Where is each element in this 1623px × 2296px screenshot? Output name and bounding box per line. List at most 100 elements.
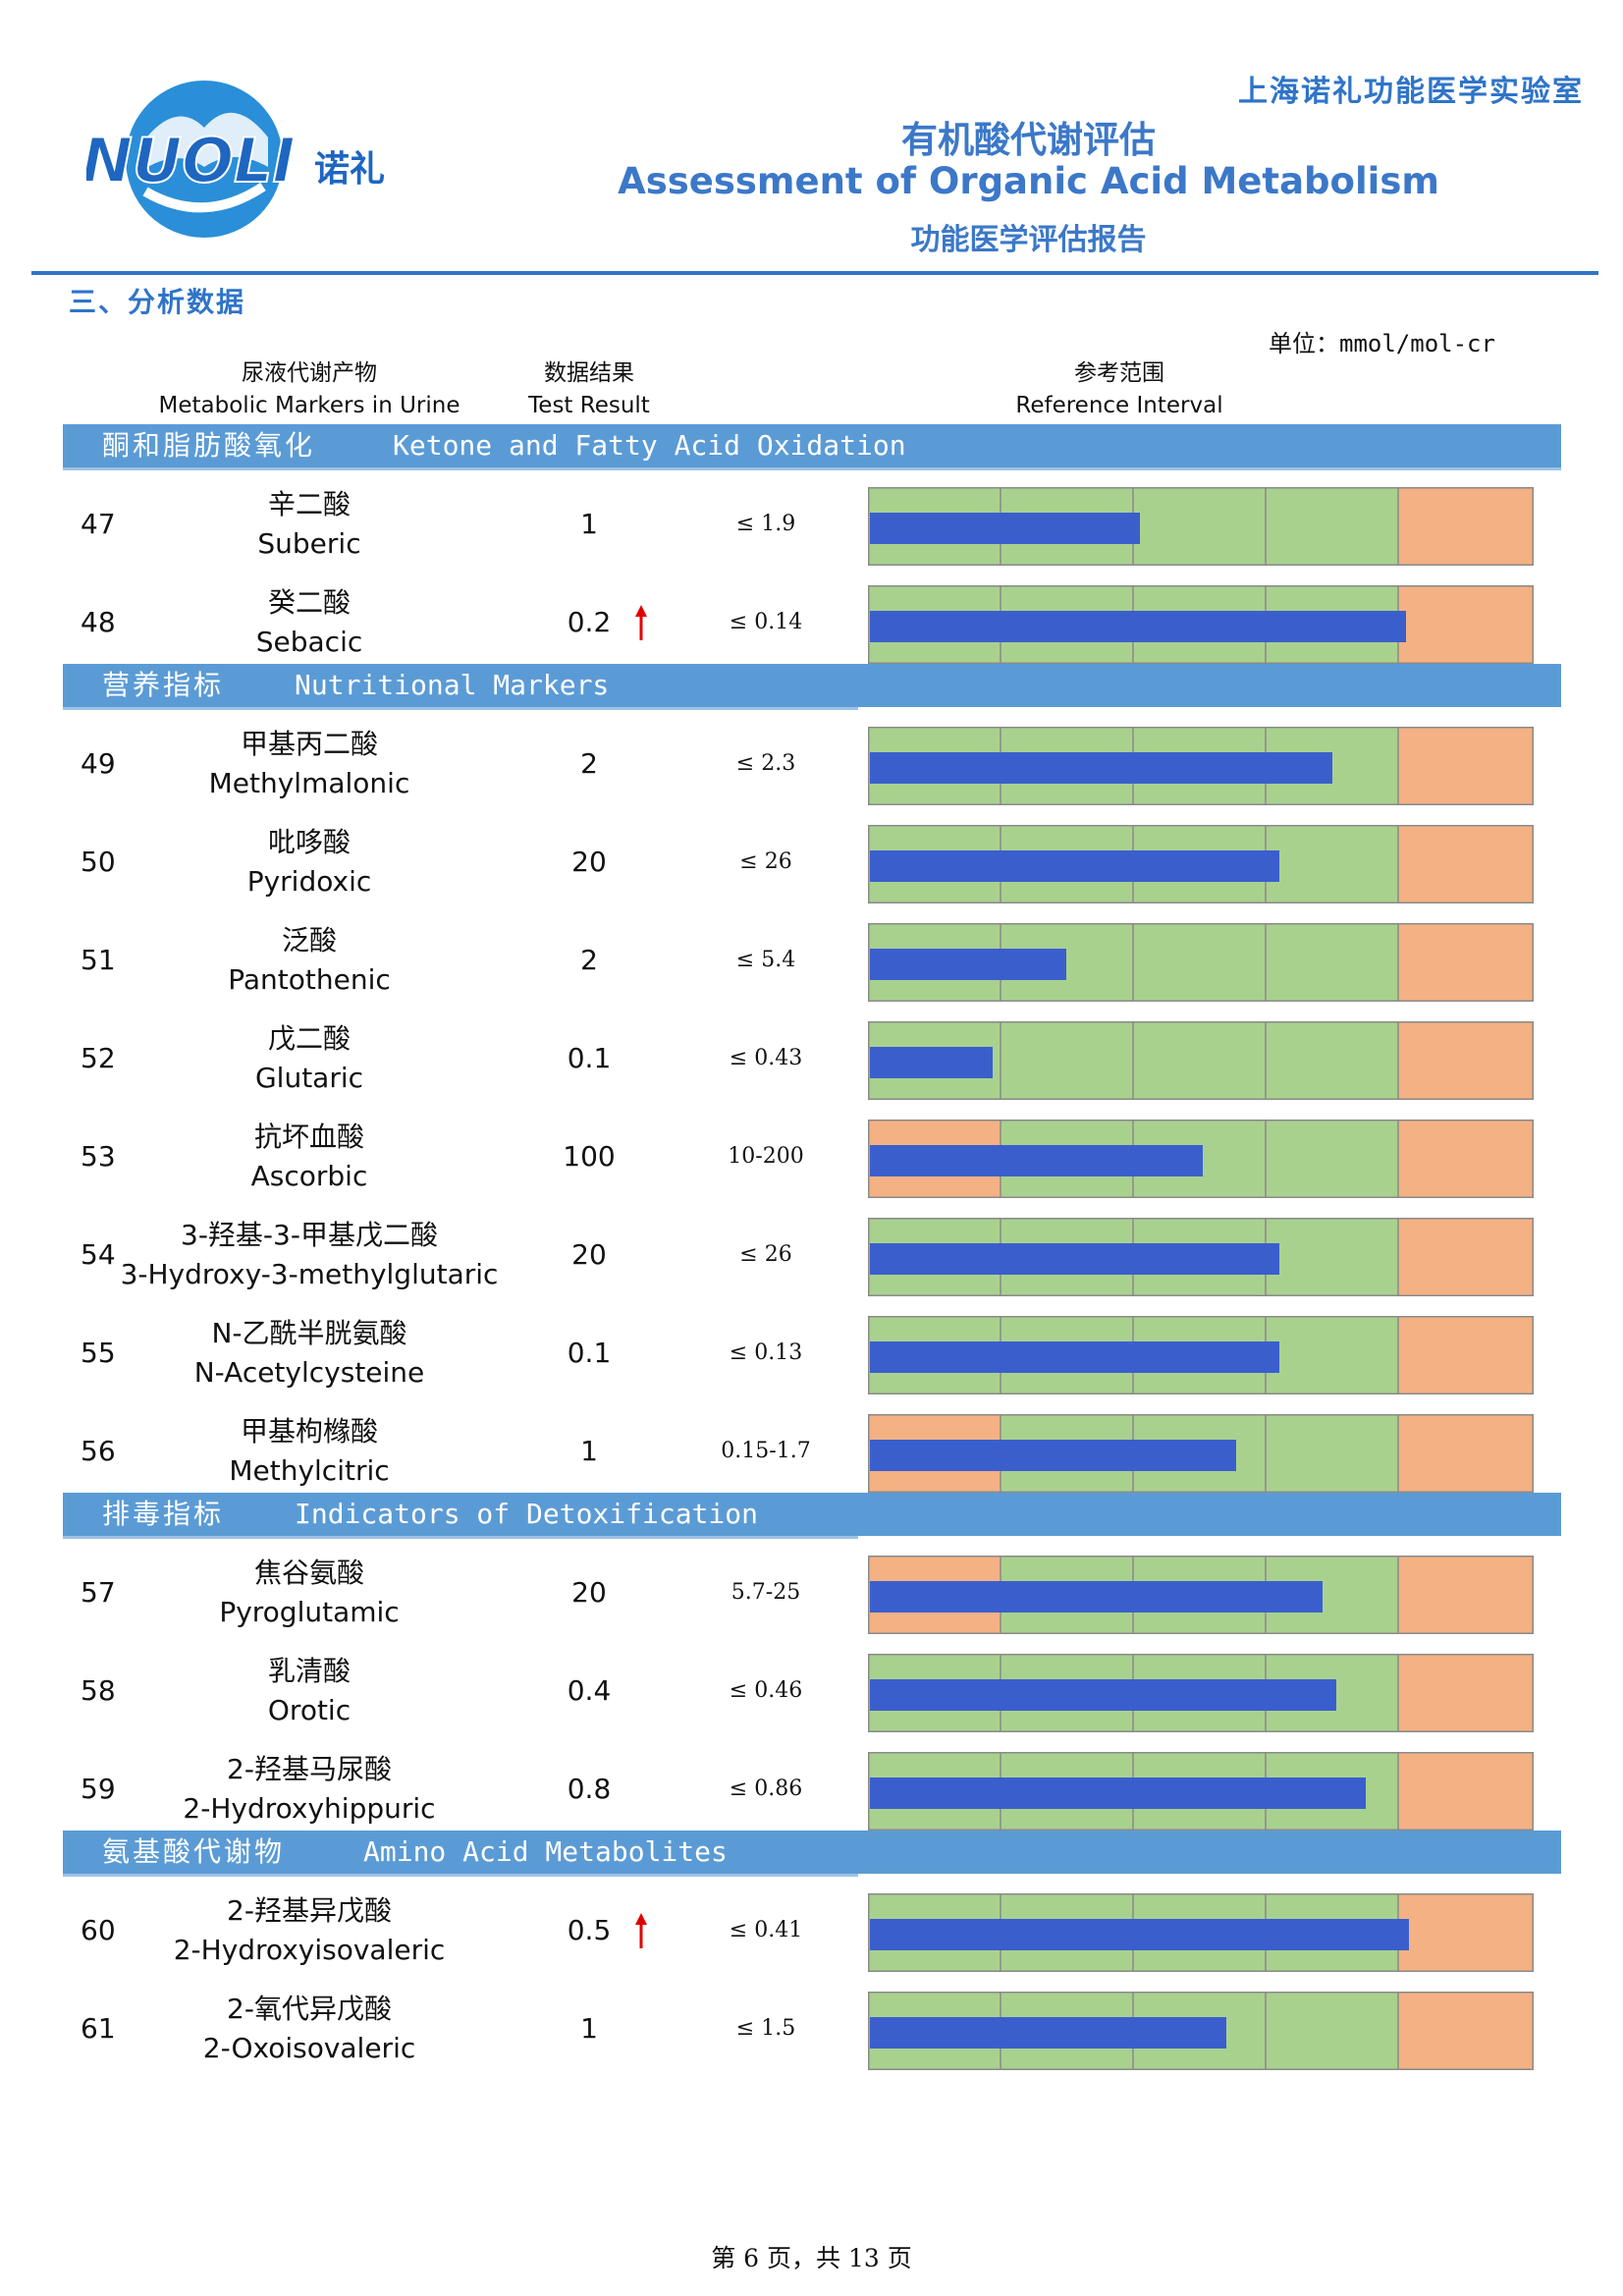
high-zone (1398, 1654, 1534, 1732)
reference-chart (868, 1893, 1534, 1972)
high-zone (1398, 727, 1534, 805)
column-header-marker-en: Metabolic Markers in Urine (158, 393, 460, 418)
result-bar (870, 1777, 1366, 1809)
table-row: 48 癸二酸 Sebacic 0.2 ≤ 0.14 (0, 574, 1623, 672)
high-arrow-icon (635, 605, 647, 640)
marker-name-en: 3-Hydroxy-3-methylglutaric (120, 1258, 499, 1290)
result-bar (870, 1243, 1279, 1275)
reference-interval: ≤ 0.14 (729, 610, 803, 634)
chart-border (868, 923, 1534, 1002)
reference-chart (868, 923, 1534, 1002)
test-result: 20 (571, 1238, 607, 1271)
marker-name-en: Ascorbic (250, 1160, 368, 1192)
reference-chart (868, 1992, 1534, 2070)
result-bar (870, 1679, 1336, 1711)
table-row: 51 泛酸 Pantothenic 2 ≤ 5.4 (0, 911, 1623, 1010)
chart-border (868, 1654, 1534, 1732)
category-bar: 排毒指标 Indicators of Detoxification (63, 1493, 1561, 1539)
marker-name: 戊二酸 Glutaric (108, 1019, 511, 1098)
chart-border (868, 1414, 1534, 1493)
result-bar (870, 1341, 1279, 1373)
reference-interval: 5.7-25 (730, 1580, 801, 1605)
result-bar (870, 1919, 1409, 1950)
category-title-en: Indicators of Detoxification (295, 1498, 759, 1530)
row-index: 53 (81, 1140, 116, 1173)
high-zone (1398, 1218, 1534, 1296)
high-zone (1398, 1556, 1534, 1634)
marker-name: 抗坏血酸 Ascorbic (108, 1118, 511, 1196)
category-bar: 氨基酸代谢物 Amino Acid Metabolites (63, 1831, 1561, 1877)
test-result: 1 (580, 1435, 598, 1467)
report-subtitle: 功能医学评估报告 (910, 223, 1147, 257)
row-index: 49 (81, 747, 116, 780)
marker-name-cn: 泛酸 (281, 924, 337, 957)
marker-name-cn: N-乙酰半胱氨酸 (211, 1317, 407, 1349)
reference-chart (868, 1654, 1534, 1732)
category-bar: 营养指标 Nutritional Markers (63, 664, 1561, 710)
category-title-en: Amino Acid Metabolites (363, 1835, 728, 1868)
table-row: 55 N-乙酰半胱氨酸 N-Acetylcysteine 0.1 ≤ 0.13 (0, 1304, 1623, 1402)
category-title-cn: 酮和脂肪酸氧化 (102, 429, 316, 462)
marker-name-en: Pyridoxic (246, 865, 372, 898)
marker-name-cn: 抗坏血酸 (253, 1121, 364, 1153)
row-index: 51 (81, 944, 116, 976)
lab-name: 上海诺礼功能医学实验室 (1238, 75, 1584, 109)
reference-interval: ≤ 5.4 (735, 948, 796, 972)
column-header-ref-cn: 参考范围 (1074, 360, 1164, 386)
nuoli-logo: NUOLI 诺礼 (86, 81, 385, 238)
marker-name: 泛酸 Pantothenic (108, 921, 511, 1000)
marker-name: 2-羟基异戊酸 2-Hydroxyisovaleric (108, 1891, 511, 1970)
marker-name-en: 2-Hydroxyisovaleric (173, 1934, 446, 1966)
marker-name-en: Sebacic (255, 626, 363, 658)
high-zone (1398, 1992, 1534, 2070)
table-row: 47 辛二酸 Suberic 1 ≤ 1.9 (0, 475, 1623, 574)
marker-name: 甲基丙二酸 Methylmalonic (108, 725, 511, 803)
table-row: 56 甲基枸橼酸 Methylcitric 1 0.15-1.7 (0, 1402, 1623, 1501)
high-zone (1398, 487, 1534, 566)
reference-interval: ≤ 0.41 (729, 1918, 803, 1942)
row-index: 59 (81, 1773, 116, 1805)
test-result: 0.5 (567, 1914, 612, 1946)
test-result: 2 (580, 944, 598, 976)
unit-label: 单位：mmol/mol-cr (1269, 330, 1495, 357)
marker-name-cn: 焦谷氨酸 (253, 1557, 364, 1589)
chart-border (868, 825, 1534, 903)
row-index: 48 (81, 606, 116, 638)
test-result: 20 (571, 846, 607, 878)
category-title-cn: 营养指标 (102, 669, 225, 701)
reference-interval: ≤ 1.9 (735, 512, 796, 536)
logo-cn: 诺礼 (314, 149, 385, 190)
reference-chart (868, 1752, 1534, 1831)
column-header-marker: 尿液代谢产物 Metabolic Markers in Urine (108, 357, 511, 422)
chart-border (868, 585, 1534, 664)
table-row: 57 焦谷氨酸 Pyroglutamic 20 5.7-25 (0, 1544, 1623, 1642)
high-zone (1398, 825, 1534, 903)
header-divider (31, 271, 1598, 275)
reference-chart (868, 1021, 1534, 1100)
high-zone (1398, 1021, 1534, 1100)
result-bar (870, 1047, 993, 1078)
marker-name-cn: 癸二酸 (267, 586, 351, 619)
test-result: 2 (580, 747, 598, 780)
reference-chart (868, 1120, 1534, 1198)
row-index: 58 (81, 1674, 116, 1707)
column-header-reference: 参考范围 Reference Interval (923, 357, 1316, 422)
marker-name-cn: 3-羟基-3-甲基戊二酸 (181, 1219, 438, 1251)
marker-name-cn: 2-羟基马尿酸 (227, 1753, 392, 1785)
high-arrow-icon (635, 1913, 647, 1948)
chart-border (868, 1752, 1534, 1831)
marker-name-cn: 辛二酸 (267, 488, 351, 520)
category-title-cn: 排毒指标 (102, 1498, 225, 1530)
reference-interval: ≤ 1.5 (735, 2016, 796, 2041)
result-bar (870, 513, 1140, 544)
reference-chart (868, 585, 1534, 664)
table-row: 60 2-羟基异戊酸 2-Hydroxyisovaleric 0.5 ≤ 0.41 (0, 1882, 1623, 1980)
marker-name: 焦谷氨酸 Pyroglutamic (108, 1554, 511, 1632)
category-title-en: Ketone and Fatty Acid Oxidation (393, 429, 906, 462)
row-index: 57 (81, 1576, 116, 1609)
row-index: 55 (81, 1337, 116, 1369)
report-title-cn: 有机酸代谢评估 (901, 119, 1156, 161)
marker-name-en: 2-Hydroxyhippuric (183, 1792, 436, 1825)
marker-name-cn: 戊二酸 (267, 1022, 351, 1055)
marker-name: 乳清酸 Orotic (108, 1652, 511, 1730)
